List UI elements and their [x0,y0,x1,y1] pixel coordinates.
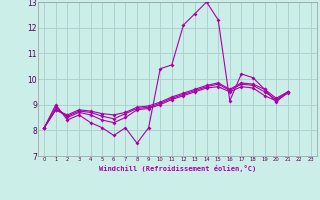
X-axis label: Windchill (Refroidissement éolien,°C): Windchill (Refroidissement éolien,°C) [99,165,256,172]
